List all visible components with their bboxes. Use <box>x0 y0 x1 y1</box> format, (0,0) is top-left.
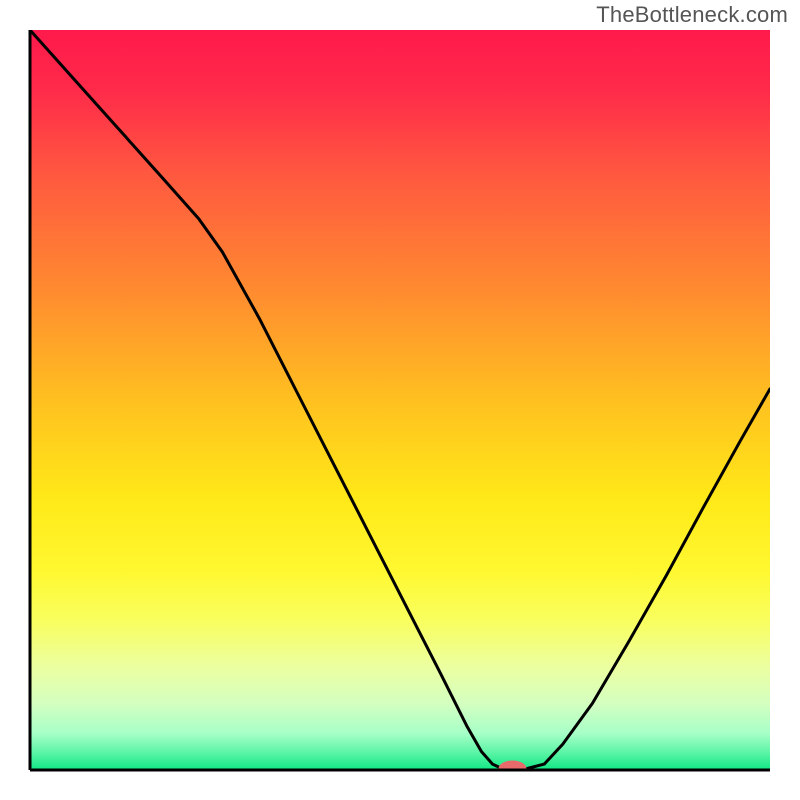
bottleneck-chart <box>0 0 800 800</box>
gradient-background <box>30 30 770 770</box>
chart-container: { "watermark": "TheBottleneck.com", "cha… <box>0 0 800 800</box>
watermark-text: TheBottleneck.com <box>596 2 788 28</box>
